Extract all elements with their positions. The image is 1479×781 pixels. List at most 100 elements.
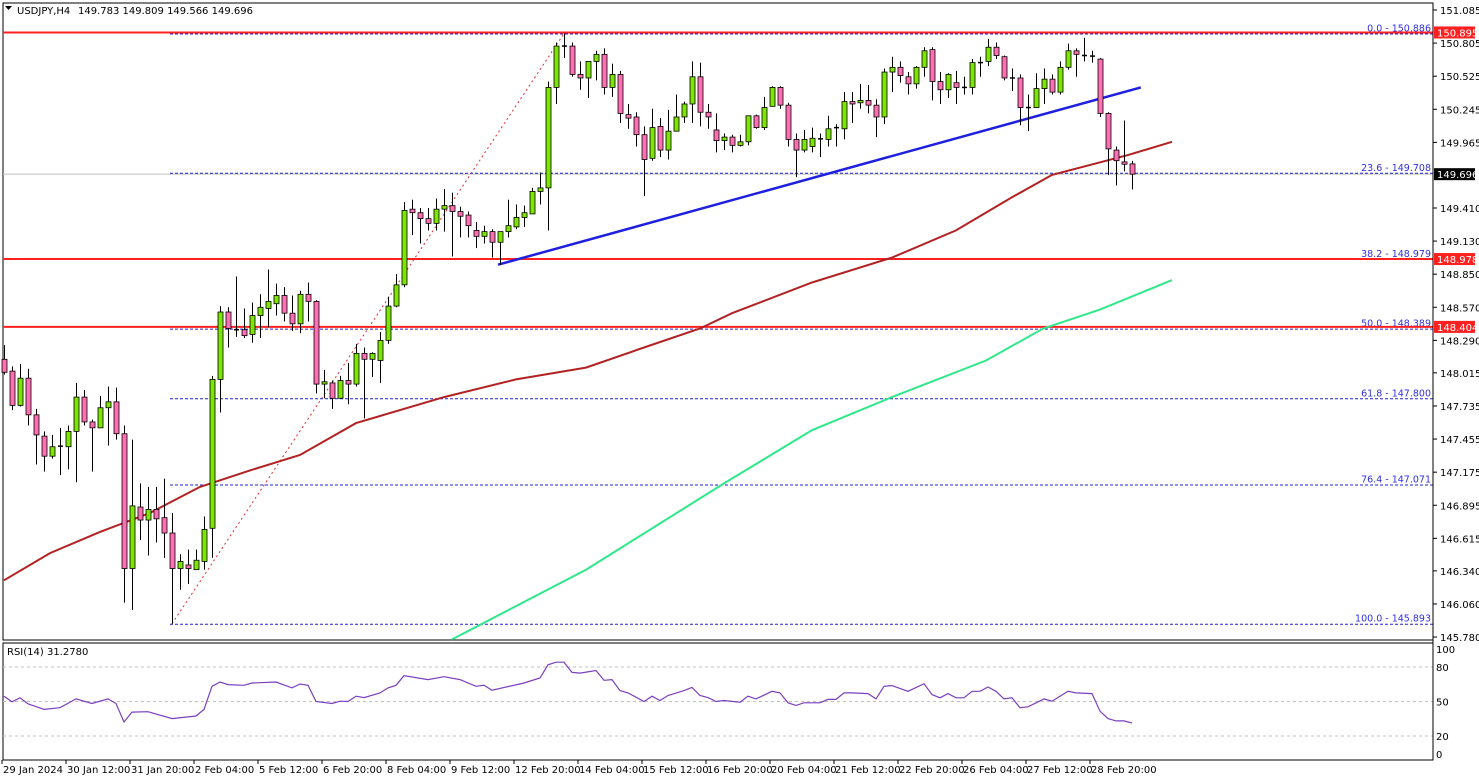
candle-body-bear [161,517,168,534]
candle-body-bear [465,214,472,227]
candle [1097,57,1104,117]
candle-body-bear [345,380,352,385]
time-axis-label: 14 Feb 04:00 [579,765,645,776]
ascending-trendline[interactable] [497,86,1142,266]
candle-body-bear [617,74,624,114]
candle [113,387,120,440]
candle-body-bull [769,87,776,107]
candle [937,72,944,104]
candle [801,129,808,153]
time-axis-label: 30 Jan 12:00 [67,765,130,776]
time-axis-label: 8 Feb 04:00 [387,765,446,776]
candle [89,419,96,472]
candle [1090,50,1095,63]
candle [577,61,584,90]
candle [825,115,832,147]
candle-body-bear [489,231,496,243]
candle-body-bear [457,211,464,217]
candle-body-bull [497,231,504,243]
candle-body-bull [201,529,208,562]
candle-body-bear [929,49,936,82]
chart-header: USDJPY,H4 149.783 149.809 149.566 149.69… [5,6,253,17]
fib-retracement-diagonal[interactable] [171,33,565,624]
candle-body-bear [993,46,1000,56]
candle [58,427,63,476]
candle [249,302,256,343]
candle-body-bull [129,505,136,569]
candle-body-bear [153,508,160,520]
candle-body-bull [529,191,536,215]
dropdown-triangle-icon[interactable] [5,6,12,10]
fib-level-label: 100.0 - 145.893 [1355,614,1431,625]
candle [457,206,464,238]
candle [169,512,176,624]
candle [841,92,848,140]
candle [921,47,928,77]
rsi-axis-label: 80 [1436,663,1449,674]
candle [1010,68,1015,91]
candle [985,38,992,67]
price-axis-label: 147.735 [1440,402,1479,413]
time-axis-label: 15 Feb 12:00 [643,765,709,776]
candle [81,390,88,426]
price-axis-label: 150.245 [1440,105,1479,116]
candle [417,207,424,244]
candle [345,362,352,405]
candle [369,352,376,378]
candle-body-bull [321,381,328,385]
candle-body-bull [393,284,400,307]
candle [425,207,432,231]
candle [545,81,552,231]
price-axis-label: 145.780 [1440,633,1479,644]
fib-level-label: 38.2 - 148.979 [1361,249,1431,260]
candle-body-bear [729,136,736,146]
candle-body-bear [313,300,320,385]
candle [641,126,648,197]
candle-body-bull [881,71,888,118]
candle-body-bear [1129,163,1136,175]
price-level-box [1434,253,1475,266]
candle [401,202,408,288]
candle-body-bull [385,305,392,341]
candle [441,189,448,232]
candle [761,96,768,130]
symbol-label: USDJPY,H4 [17,6,70,17]
candle [681,101,688,123]
candle-body-bear [281,295,288,314]
candle [1121,120,1128,172]
candle-body-bear [905,76,912,85]
candle [105,386,112,446]
rsi-line [3,661,1133,724]
current-price-label: 149.696 [1437,170,1478,181]
candle [777,86,784,109]
candle-body-bull [985,46,992,62]
candle-body-bear [425,218,432,224]
candle [305,282,312,322]
price-axis-label: 146.060 [1440,600,1479,611]
candle-body-bear [81,396,88,423]
candle [129,439,136,610]
candle-body-bear [361,352,368,360]
candle [633,112,640,147]
candle [97,395,104,429]
candle-body-bear [1105,113,1112,150]
candle-body-bull [913,66,920,85]
candle [481,225,488,244]
candle [617,70,624,123]
candle-body-bear [641,134,648,160]
candle [217,306,224,413]
candle [321,369,328,399]
time-axis-label: 12 Feb 20:00 [515,765,581,776]
candle [857,83,864,109]
candle-body-bull [649,127,656,159]
price-panel[interactable]: 0.0 - 150.886 23.6 - 149.708 38.2 - 148.97… [1,2,1434,641]
candle-body-bear [697,76,704,113]
candle-body-bear [657,126,664,151]
price-axis-label: 148.850 [1440,270,1479,281]
candle-body-bull [1065,50,1072,68]
candle [409,199,416,236]
moving-average-red-line [3,140,1173,582]
candle-body-bull [689,76,696,105]
candle-body-bull [1033,88,1040,108]
